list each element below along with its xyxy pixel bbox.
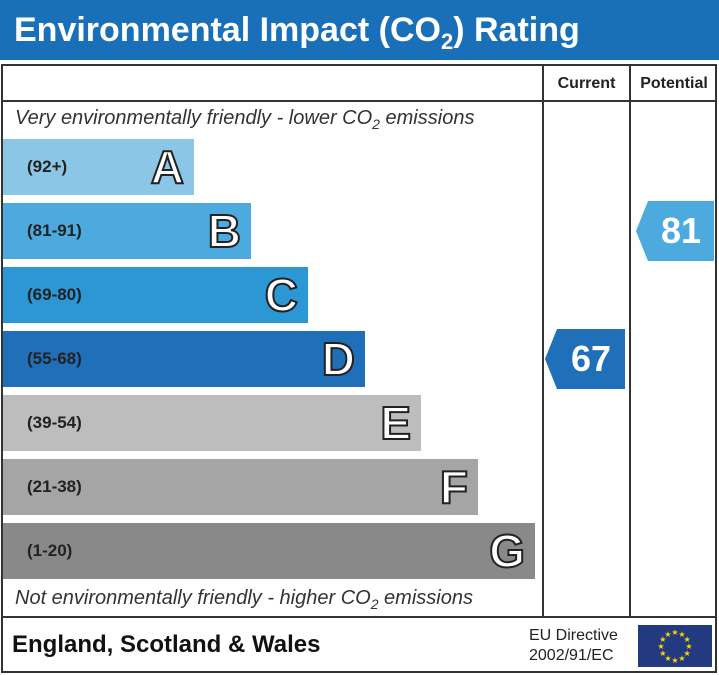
band-range: (1-20) bbox=[27, 541, 73, 560]
band-a: (92+) A bbox=[3, 139, 194, 195]
band-b: (81-91) B bbox=[3, 203, 251, 259]
directive-line: EU Directive bbox=[529, 627, 618, 644]
note-sub: 2 bbox=[372, 116, 380, 132]
page-title: Environmental Impact (CO2) Rating bbox=[0, 0, 719, 60]
band-letter: A bbox=[150, 140, 185, 194]
title-text: Environmental Impact (CO bbox=[14, 11, 441, 49]
band-range: (81-91) bbox=[27, 221, 82, 240]
band-f: (21-38) F bbox=[3, 459, 478, 515]
band-letter: D bbox=[321, 332, 356, 386]
title-subscript: 2 bbox=[440, 28, 454, 54]
star-icon: ★ bbox=[684, 649, 691, 658]
column-header-potential: Potential bbox=[640, 75, 708, 92]
band-range: (55-68) bbox=[27, 349, 82, 368]
eu-directive: EU Directive 2002/91/EC bbox=[529, 626, 618, 666]
current-rating-arrow: 67 bbox=[545, 329, 625, 389]
star-icon: ★ bbox=[678, 630, 685, 639]
directive-line: 2002/91/EC bbox=[529, 647, 614, 664]
band-d: (55-68) D bbox=[3, 331, 365, 387]
note-sub: 2 bbox=[370, 596, 379, 612]
note-text: Very environmentally friendly - lower CO bbox=[15, 107, 373, 129]
bottom-note: Not environmentally friendly - higher CO… bbox=[15, 587, 473, 612]
star-icon: ★ bbox=[657, 642, 664, 651]
band-letter: B bbox=[207, 204, 242, 258]
divider bbox=[542, 64, 544, 617]
star-icon: ★ bbox=[664, 630, 671, 639]
band-e: (39-54) E bbox=[3, 395, 421, 451]
band-range: (92+) bbox=[27, 157, 68, 176]
band-letter: C bbox=[264, 268, 299, 322]
band-c: (69-80) C bbox=[3, 267, 308, 323]
title-text-end: ) Rating bbox=[453, 11, 580, 49]
note-text: emissions bbox=[379, 107, 475, 129]
star-icon: ★ bbox=[664, 654, 671, 663]
note-text: emissions bbox=[378, 587, 473, 609]
band-letter: E bbox=[379, 396, 412, 450]
column-header-current: Current bbox=[557, 75, 616, 92]
band-letter: F bbox=[439, 460, 469, 514]
band-letter: G bbox=[488, 524, 526, 578]
star-icon: ★ bbox=[659, 635, 666, 644]
divider bbox=[1, 100, 717, 102]
star-icon: ★ bbox=[671, 628, 678, 637]
region-label: England, Scotland & Wales bbox=[12, 631, 321, 658]
star-icon: ★ bbox=[678, 654, 685, 663]
star-icon: ★ bbox=[671, 656, 678, 665]
band-range: (39-54) bbox=[27, 413, 82, 432]
star-icon: ★ bbox=[684, 635, 691, 644]
chart-frame bbox=[1, 64, 717, 673]
divider bbox=[629, 64, 631, 617]
potential-rating-arrow: 81 bbox=[636, 201, 714, 261]
band-g: (1-20) G bbox=[3, 523, 535, 579]
star-icon: ★ bbox=[659, 649, 666, 658]
note-text: Not environmentally friendly - higher CO bbox=[15, 587, 371, 609]
band-range: (69-80) bbox=[27, 285, 82, 304]
divider bbox=[1, 616, 717, 618]
eu-flag-icon: ★★★★★★★★★ ★ ★★ bbox=[638, 625, 712, 667]
band-range: (21-38) bbox=[27, 477, 82, 496]
star-icon: ★ bbox=[685, 642, 692, 651]
top-note: Very environmentally friendly - lower CO… bbox=[15, 107, 474, 132]
